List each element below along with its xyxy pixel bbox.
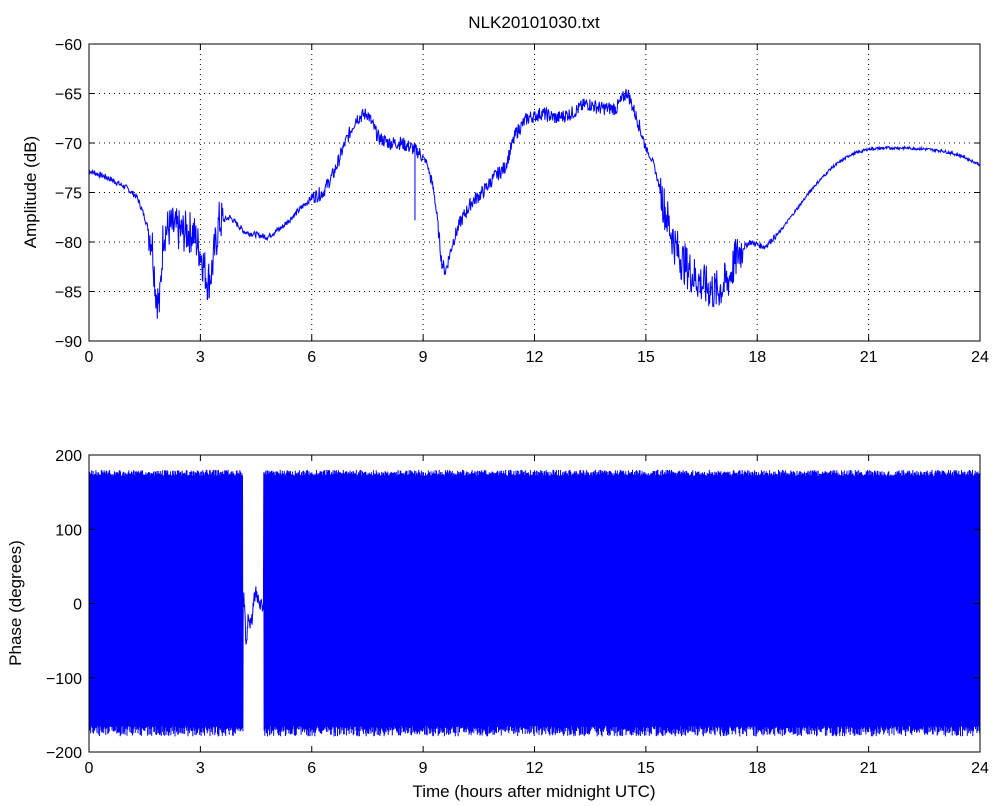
phase-ytick-label: −200 [46,745,82,762]
phase-ytick-label: 100 [55,522,82,539]
amplitude-ytick-label: −60 [55,37,82,54]
phase-panel: 0 3 6 9 12 15 18 21 24 −200 −100 0 100 200 Time (hour… [6,448,989,801]
phase-xtick-label: 12 [526,760,544,777]
amplitude-xtick-label: 15 [637,349,655,366]
phase-ticks: 0 3 6 9 12 15 18 21 24 −200 −100 0 100 200 [46,448,989,777]
chart-title: NLK20101030.txt [468,13,600,32]
phase-line [89,469,980,737]
amplitude-ytick-label: −90 [55,334,82,351]
phase-xtick-label: 3 [196,760,205,777]
amplitude-xtick-label: 0 [85,349,94,366]
phase-xtick-label: 15 [637,760,655,777]
amplitude-xtick-label: 21 [860,349,878,366]
amplitude-xtick-label: 18 [748,349,766,366]
amplitude-xtick-label: 24 [971,349,989,366]
phase-xtick-label: 24 [971,760,989,777]
phase-series [89,469,980,737]
amplitude-ylabel: Amplitude (dB) [21,136,40,248]
amplitude-ytick-label: −75 [55,186,82,203]
phase-xtick-label: 0 [85,760,94,777]
phase-xtick-label: 6 [307,760,316,777]
amplitude-xtick-label: 3 [196,349,205,366]
amplitude-xtick-label: 9 [419,349,428,366]
amplitude-series [89,88,980,319]
amplitude-panel: 0 3 6 9 12 15 18 21 24 −90 −85 −80 −75 −70 −65 −60 NLK2… [21,13,989,366]
phase-ytick-label: 200 [55,448,82,465]
phase-ytick-label: 0 [73,597,82,614]
phase-ylabel: Phase (degrees) [6,540,25,666]
phase-xtick-label: 21 [860,760,878,777]
amplitude-ytick-label: −70 [55,136,82,153]
amplitude-ytick-label: −85 [55,285,82,302]
amplitude-grid [89,44,980,341]
phase-xtick-label: 9 [419,760,428,777]
amplitude-xtick-label: 12 [526,349,544,366]
amplitude-line [89,88,980,319]
phase-xlabel: Time (hours after midnight UTC) [412,782,655,801]
amplitude-xtick-label: 6 [307,349,316,366]
amplitude-ytick-label: −80 [55,235,82,252]
amplitude-ytick-label: −65 [55,87,82,104]
phase-ytick-label: −100 [46,671,82,688]
amplitude-ticks: 0 3 6 9 12 15 18 21 24 −90 −85 −80 −75 −70 −65 −60 [55,37,989,366]
phase-xtick-label: 18 [748,760,766,777]
